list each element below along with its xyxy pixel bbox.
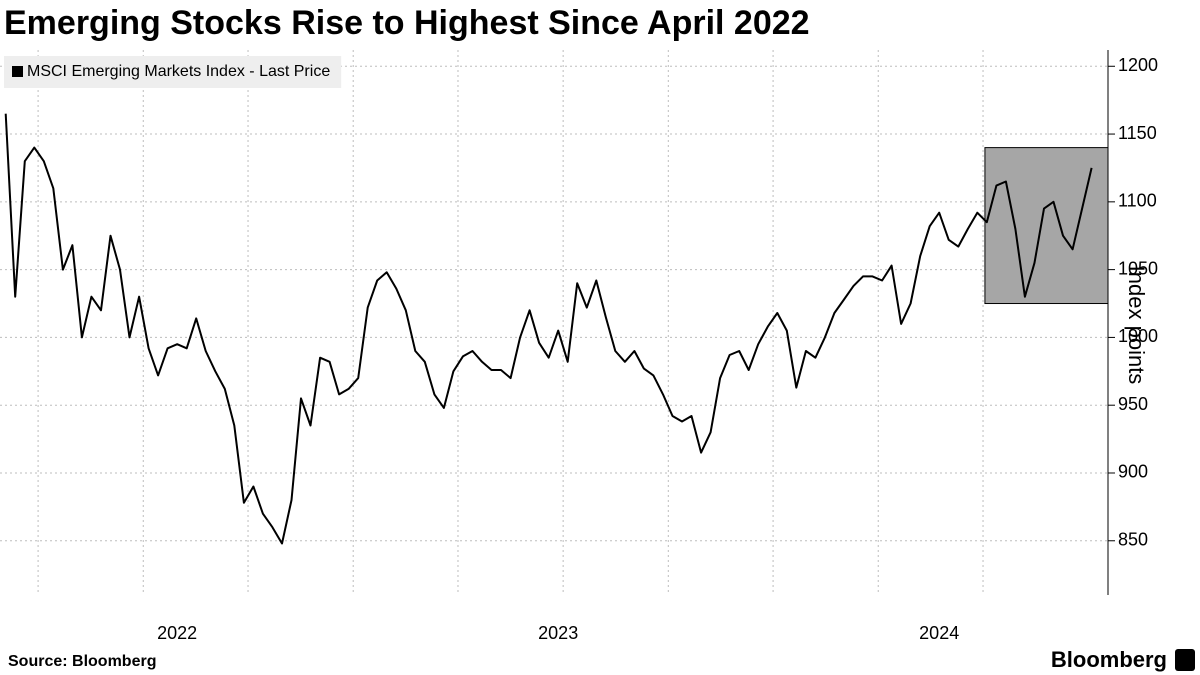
y-tick-label: 900 <box>1118 462 1148 482</box>
y-tick-label: 1000 <box>1118 326 1158 346</box>
x-tick-label: 2022 <box>157 623 197 643</box>
highlight-box <box>984 147 1109 305</box>
x-tick-label: 2023 <box>538 623 578 643</box>
chart-title: Emerging Stocks Rise to Highest Since Ap… <box>4 4 810 42</box>
y-tick-label: 850 <box>1118 530 1148 550</box>
legend-swatch <box>12 66 23 77</box>
legend-box <box>4 56 342 88</box>
y-tick-label: 1100 <box>1118 191 1157 211</box>
y-tick-label: 1200 <box>1118 55 1158 75</box>
brand: Bloomberg <box>1051 647 1167 672</box>
y-tick-label: 950 <box>1118 394 1148 414</box>
y-tick-label: 1150 <box>1118 123 1157 143</box>
series-line <box>4 113 1093 545</box>
y-axis-label: Index points <box>1124 266 1149 385</box>
x-tick-label: 2024 <box>919 623 959 643</box>
source: Source: Bloomberg <box>8 653 156 670</box>
y-tick-label: 1050 <box>1118 258 1158 278</box>
legend: MSCI Emerging Markets Index - Last Price <box>4 56 342 88</box>
brand-icon <box>1175 649 1195 671</box>
legend-label: MSCI Emerging Markets Index - Last Price <box>27 63 330 80</box>
